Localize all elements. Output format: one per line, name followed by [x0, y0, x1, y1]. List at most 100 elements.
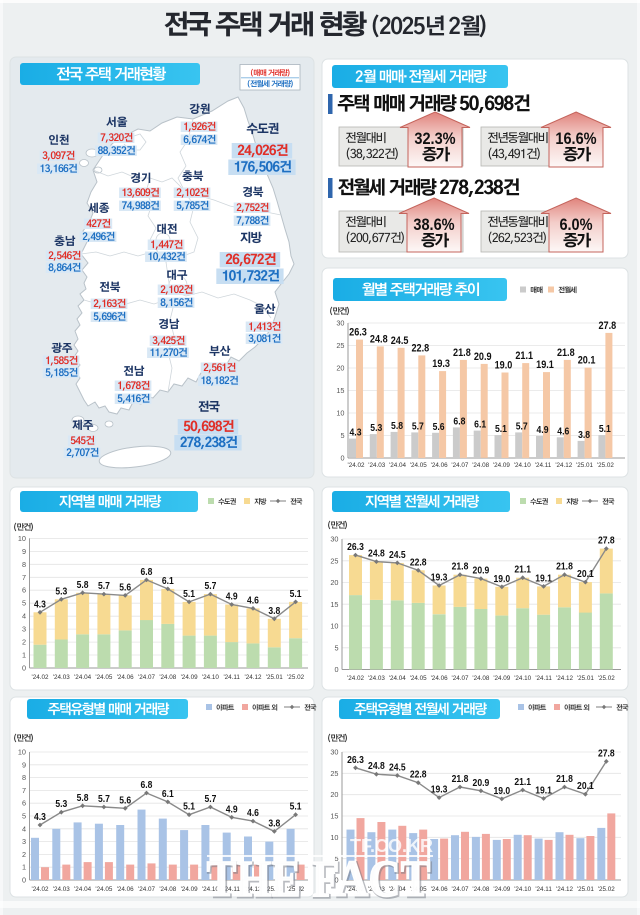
svg-text:5.1: 5.1: [290, 802, 302, 813]
svg-text:0: 0: [334, 876, 338, 885]
svg-text:19.3: 19.3: [431, 785, 448, 796]
svg-text:'24.02: '24.02: [347, 675, 364, 682]
svg-text:8: 8: [22, 773, 26, 782]
svg-text:22.8: 22.8: [411, 342, 429, 354]
svg-text:2: 2: [22, 638, 26, 647]
svg-text:'24.12: '24.12: [555, 462, 572, 469]
svg-text:'25.02: '25.02: [287, 886, 304, 893]
svg-text:0: 0: [334, 665, 338, 674]
svg-text:0: 0: [340, 454, 344, 463]
svg-text:5: 5: [22, 599, 26, 608]
svg-text:'24.09: '24.09: [493, 675, 510, 682]
svg-text:19.1: 19.1: [535, 573, 552, 584]
svg-text:19.1: 19.1: [535, 786, 552, 797]
svg-text:5.7: 5.7: [412, 421, 424, 432]
svg-text:'24.03: '24.03: [53, 674, 70, 681]
svg-text:5.7: 5.7: [98, 794, 110, 805]
svg-text:6.1: 6.1: [162, 789, 174, 800]
svg-text:20.1: 20.1: [578, 355, 596, 367]
svg-text:21.8: 21.8: [452, 562, 469, 573]
svg-text:'24.02: '24.02: [348, 462, 365, 469]
svg-text:19.1: 19.1: [536, 359, 554, 371]
svg-text:'24.12: '24.12: [245, 674, 262, 681]
svg-text:'24.10: '24.10: [202, 674, 219, 681]
svg-text:3.8: 3.8: [268, 606, 280, 617]
svg-text:2: 2: [22, 850, 26, 859]
svg-text:'24.08: '24.08: [472, 675, 489, 682]
svg-text:5.1: 5.1: [495, 424, 507, 435]
svg-text:5.7: 5.7: [98, 581, 110, 592]
svg-text:3.8: 3.8: [268, 818, 280, 829]
svg-text:19.3: 19.3: [432, 358, 450, 370]
svg-text:'25.01: '25.01: [266, 674, 283, 681]
svg-text:1: 1: [22, 651, 26, 660]
svg-text:'24.06: '24.06: [431, 462, 448, 469]
svg-text:27.8: 27.8: [599, 320, 617, 332]
svg-text:25: 25: [330, 769, 338, 778]
svg-text:5.6: 5.6: [119, 582, 131, 593]
svg-text:15: 15: [336, 386, 344, 395]
svg-text:'24.11: '24.11: [223, 886, 240, 893]
svg-text:5.1: 5.1: [183, 802, 195, 813]
svg-text:0: 0: [22, 876, 26, 885]
svg-text:'24.08: '24.08: [472, 886, 489, 893]
svg-text:'24.09: '24.09: [181, 674, 198, 681]
svg-text:'24.09: '24.09: [493, 886, 510, 893]
svg-text:5.3: 5.3: [55, 799, 67, 810]
svg-text:'24.04: '24.04: [389, 462, 406, 469]
svg-text:'24.06: '24.06: [431, 886, 448, 893]
svg-text:24.8: 24.8: [368, 761, 385, 772]
svg-text:6.1: 6.1: [474, 420, 486, 431]
svg-text:4.9: 4.9: [537, 425, 549, 436]
svg-text:'24.02: '24.02: [32, 886, 49, 893]
svg-text:6.8: 6.8: [141, 780, 153, 791]
svg-text:THE FACT: THE FACT: [207, 851, 431, 908]
svg-text:10: 10: [330, 833, 338, 842]
svg-text:19.0: 19.0: [495, 360, 513, 372]
svg-text:'24.02: '24.02: [32, 674, 49, 681]
svg-text:'24.06: '24.06: [117, 674, 134, 681]
svg-text:20.9: 20.9: [473, 566, 490, 577]
svg-text:21.8: 21.8: [452, 774, 469, 785]
svg-text:38.6%: 38.6%: [413, 216, 454, 234]
svg-text:'24.05: '24.05: [410, 462, 427, 469]
svg-text:7: 7: [22, 573, 26, 582]
svg-text:5.6: 5.6: [433, 422, 445, 433]
svg-text:5: 5: [334, 643, 338, 652]
svg-text:24.8: 24.8: [370, 333, 388, 345]
svg-text:'24.05: '24.05: [95, 674, 112, 681]
svg-text:5.3: 5.3: [55, 586, 67, 597]
svg-text:24.5: 24.5: [391, 335, 409, 347]
svg-text:'24.12: '24.12: [245, 886, 262, 893]
svg-text:6.0%: 6.0%: [559, 216, 592, 234]
svg-text:5: 5: [340, 431, 344, 440]
svg-text:'24.08: '24.08: [159, 674, 176, 681]
svg-text:'25.02: '25.02: [598, 886, 615, 893]
svg-text:21.8: 21.8: [556, 774, 573, 785]
svg-text:'24.05: '24.05: [410, 675, 427, 682]
svg-text:THE FACT: THE FACT: [208, 852, 432, 909]
svg-text:4.6: 4.6: [557, 426, 569, 437]
svg-text:'24.10: '24.10: [202, 886, 219, 893]
svg-text:6: 6: [22, 586, 26, 595]
svg-text:0: 0: [22, 664, 26, 673]
svg-text:15: 15: [330, 600, 338, 609]
svg-text:5.1: 5.1: [183, 589, 195, 600]
svg-text:21.1: 21.1: [514, 565, 531, 576]
svg-text:'24.07: '24.07: [451, 462, 468, 469]
svg-text:'25.02: '25.02: [598, 675, 615, 682]
svg-text:5.8: 5.8: [77, 793, 89, 804]
svg-text:20: 20: [330, 790, 338, 799]
svg-text:27.8: 27.8: [598, 748, 615, 759]
svg-text:8: 8: [22, 560, 26, 569]
svg-text:4.3: 4.3: [34, 812, 46, 823]
svg-text:'24.11: '24.11: [223, 674, 240, 681]
svg-text:5: 5: [22, 812, 26, 821]
svg-text:'24.08: '24.08: [472, 462, 489, 469]
svg-text:21.8: 21.8: [557, 347, 575, 359]
svg-text:'25.01: '25.01: [577, 886, 594, 893]
svg-text:'24.07: '24.07: [138, 674, 155, 681]
svg-text:6.8: 6.8: [453, 416, 465, 427]
svg-text:19.0: 19.0: [493, 786, 510, 797]
svg-text:5.3: 5.3: [370, 423, 382, 434]
